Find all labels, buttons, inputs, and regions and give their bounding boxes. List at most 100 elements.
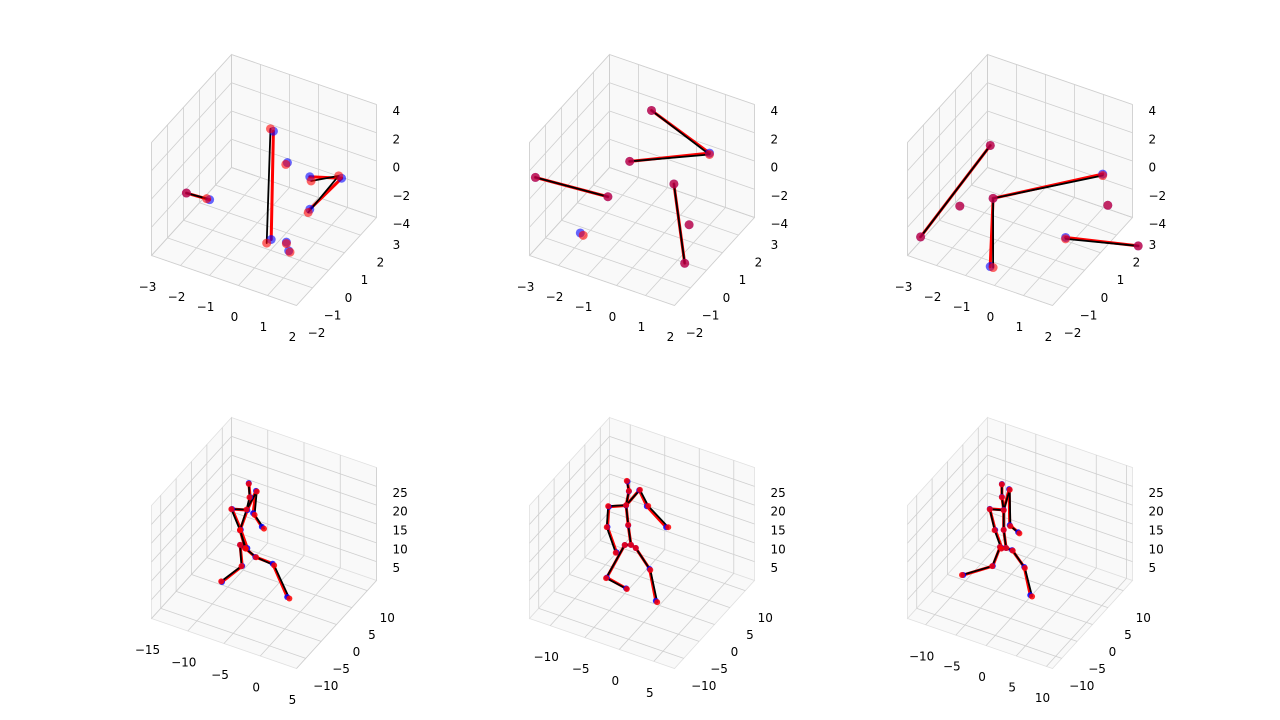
grid-line [151,436,232,525]
point [627,541,634,548]
grid-line [160,607,306,659]
z-tick-label: −2 [393,189,411,203]
y-tick-label: −2 [1064,326,1082,340]
x-tick-label: −2 [546,290,564,304]
grid-line [529,167,610,256]
point [1098,171,1108,181]
z-tick-label: 4 [1149,104,1157,118]
grid-line [538,607,684,659]
grid-line [553,591,700,642]
grid-line [231,167,377,218]
point [1103,200,1113,210]
grid-line [587,187,668,276]
grid-line [947,574,1093,625]
grid-line [584,557,731,608]
grid-line [593,184,739,236]
bone [1008,488,1012,528]
x-tick-label: 0 [609,310,617,324]
y-tick-label: 10 [758,611,773,625]
x-tick-label: −3 [517,280,535,294]
z-tick-label: 5 [1149,561,1157,575]
grid-line [151,54,232,143]
grid-line [600,540,746,592]
grid-line [955,202,1101,254]
x-tick-label: −3 [895,280,913,294]
y-tick-label: −10 [1069,679,1094,693]
grid-line [987,473,1133,525]
bone [239,544,243,568]
point [306,176,316,186]
point [578,230,588,240]
grid-line [180,177,261,266]
grid-line [231,54,377,105]
bone [230,508,241,532]
point [985,140,995,150]
x-tick-label: 1 [1016,320,1024,334]
z-tick-label: 15 [771,524,786,538]
x-tick-label: 0 [611,674,619,688]
point [986,506,993,513]
grid-line [231,511,377,563]
grid-line [907,255,1053,306]
bone [605,526,617,554]
grid-line [569,574,715,625]
grid-line [939,219,1085,271]
grid-line [183,219,329,271]
bone [273,564,291,600]
x-tick-label: 0 [252,681,260,695]
grid-line [1052,217,1133,306]
point [303,207,313,217]
point [286,595,293,602]
z-tick-label: 2 [771,132,779,146]
grid-line [907,110,988,200]
grid-line [987,435,1133,487]
grid-line [931,591,1078,642]
grid-line [923,237,1069,289]
grid-line [529,454,610,544]
point [237,541,244,548]
point [334,171,344,181]
point [998,545,1005,552]
bone [534,176,609,198]
bone [605,544,626,579]
grid-line [987,110,1133,162]
bone [919,144,992,238]
grid-line [215,184,361,236]
point [988,263,998,273]
grid-line [971,184,1117,236]
x-tick-label: 1 [260,320,268,334]
y-tick-label: 5 [746,628,754,642]
bone [1023,567,1033,598]
bone [310,174,340,182]
grid-line [616,197,697,286]
z-tick-label: −2 [771,189,789,203]
grid-line [151,492,232,582]
x-tick-label: −1 [575,300,593,314]
grid-line [987,82,1133,134]
point [285,247,295,257]
y-tick-label: 2 [1133,256,1141,270]
z-tick-label: 2 [1149,132,1157,146]
y-tick-label: 3 [393,238,401,252]
point [1029,593,1036,600]
grid-line [558,177,639,266]
y-tick-label: −10 [313,679,338,693]
z-tick-label: 10 [1149,542,1164,556]
point [1003,545,1010,552]
x-tick-label: −15 [135,643,160,657]
x-tick-label: 5 [646,686,654,700]
point [202,194,212,204]
x-tick-label: −10 [534,650,559,664]
bone [1002,528,1008,549]
point [1016,530,1023,537]
z-tick-label: −2 [1149,189,1167,203]
point [603,192,613,202]
x-tick-label: 1 [638,320,646,334]
grid-line [529,255,675,306]
grid-line [529,54,610,143]
z-tick-label: 25 [1149,486,1164,500]
